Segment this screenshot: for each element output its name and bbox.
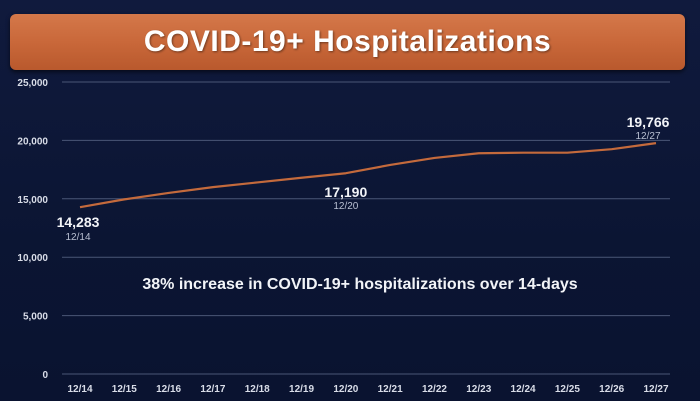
y-tick-label: 0 <box>42 370 48 381</box>
x-tick-label: 12/18 <box>245 384 270 395</box>
title-banner: COVID-19+ Hospitalizations <box>10 14 685 70</box>
x-tick-label: 12/25 <box>555 384 580 395</box>
x-tick-label: 12/19 <box>289 384 314 395</box>
x-tick-label: 12/22 <box>422 384 447 395</box>
y-tick-label: 5,000 <box>23 312 48 323</box>
y-tick-label: 15,000 <box>17 195 48 206</box>
x-tick-label: 12/27 <box>643 384 668 395</box>
x-tick-label: 12/21 <box>378 384 403 395</box>
x-tick-label: 12/20 <box>333 384 358 395</box>
x-tick-label: 12/24 <box>511 384 536 395</box>
y-tick-label: 25,000 <box>17 78 48 89</box>
x-tick-label: 12/14 <box>67 384 92 395</box>
increase-annotation: 38% increase in COVID-19+ hospitalizatio… <box>142 276 578 293</box>
y-tick-label: 10,000 <box>17 253 48 264</box>
x-tick-label: 12/23 <box>466 384 491 395</box>
data-label-value: 17,190 <box>324 184 367 200</box>
x-tick-label: 12/26 <box>599 384 624 395</box>
x-tick-label: 12/15 <box>112 384 137 395</box>
y-tick-label: 20,000 <box>17 136 48 147</box>
data-label-date: 12/20 <box>333 201 358 212</box>
data-label-date: 12/14 <box>65 232 90 243</box>
series-line <box>79 142 657 209</box>
data-label-value: 14,283 <box>57 214 100 230</box>
x-tick-label: 12/16 <box>156 384 181 395</box>
data-label-value: 19,766 <box>627 114 670 130</box>
x-tick-label: 12/17 <box>200 384 225 395</box>
data-label-date: 12/27 <box>635 131 660 142</box>
chart-title: COVID-19+ Hospitalizations <box>143 25 552 58</box>
